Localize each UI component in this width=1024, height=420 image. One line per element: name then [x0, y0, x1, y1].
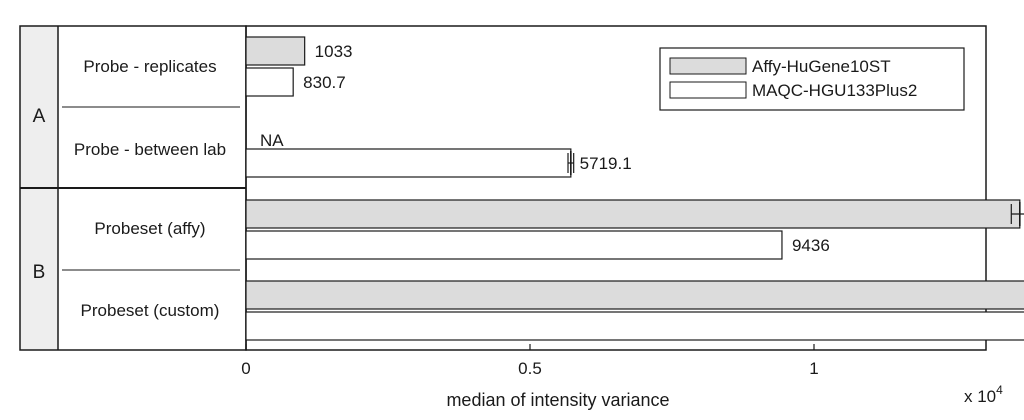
bar-probeset-affy-maqc-hgu133plus2: [245, 230, 783, 260]
category-label-probeset-custom: Probeset (custom): [81, 301, 220, 320]
x-tick-label-0: 0: [241, 359, 250, 378]
legend-swatch-maqc: [669, 81, 747, 99]
group-label-b: B: [33, 262, 46, 283]
x-axis-title: median of intensity variance: [446, 390, 669, 410]
data-label-probeset-affy-maqc-hgu133plus2: 9436: [792, 236, 830, 255]
chart-marks: 1033NA13623.421234.6830.75719.1943622850…: [245, 36, 1024, 341]
x-axis-multiplier-base: x 10: [964, 387, 996, 406]
data-label-probe-between-lab-maqc-hgu133plus2: 5719.1: [580, 154, 632, 173]
bar-probe-replicates-maqc-hgu133plus2: [245, 67, 294, 97]
plot-area-frame: [245, 25, 987, 351]
error-bar-probeset-affy-affy-hugene10st: [1010, 202, 1024, 226]
bar-probeset-affy-affy-hugene10st: [245, 199, 1021, 229]
x-tick-label-0-5: 0.5: [518, 359, 542, 378]
bar-probeset-custom-maqc-hgu133plus2: [245, 311, 1024, 341]
x-axis-multiplier-exponent: 4: [996, 383, 1003, 397]
x-tick-label-1: 1: [809, 359, 818, 378]
legend-label-maqc: MAQC-HGU133Plus2: [752, 81, 917, 100]
data-label-probe-between-lab-affy-hugene10st: NA: [260, 131, 284, 150]
bar-probe-replicates-affy-hugene10st: [245, 36, 306, 66]
bar-probe-between-lab-maqc-hgu133plus2: [245, 148, 572, 178]
bar-probeset-custom-affy-hugene10st: [245, 280, 1024, 310]
error-bar-probe-between-lab-maqc-hgu133plus2: [567, 151, 575, 175]
category-label-probeset-affy: Probeset (affy): [94, 219, 205, 238]
group-label-a: A: [33, 106, 46, 127]
x-axis-multiplier: x 104: [964, 383, 1003, 406]
data-label-probe-replicates-maqc-hgu133plus2: 830.7: [303, 73, 346, 92]
category-label-probe-replicates: Probe - replicates: [83, 57, 216, 76]
legend: Affy-HuGene10ST MAQC-HGU133Plus2: [659, 47, 965, 111]
category-label-probe-between-lab: Probe - between lab: [74, 140, 226, 159]
data-label-probe-replicates-affy-hugene10st: 1033: [315, 42, 353, 61]
x-axis: 00.511.522.5: [241, 344, 819, 378]
legend-swatch-affy: [669, 57, 747, 75]
legend-label-affy: Affy-HuGene10ST: [752, 57, 891, 76]
